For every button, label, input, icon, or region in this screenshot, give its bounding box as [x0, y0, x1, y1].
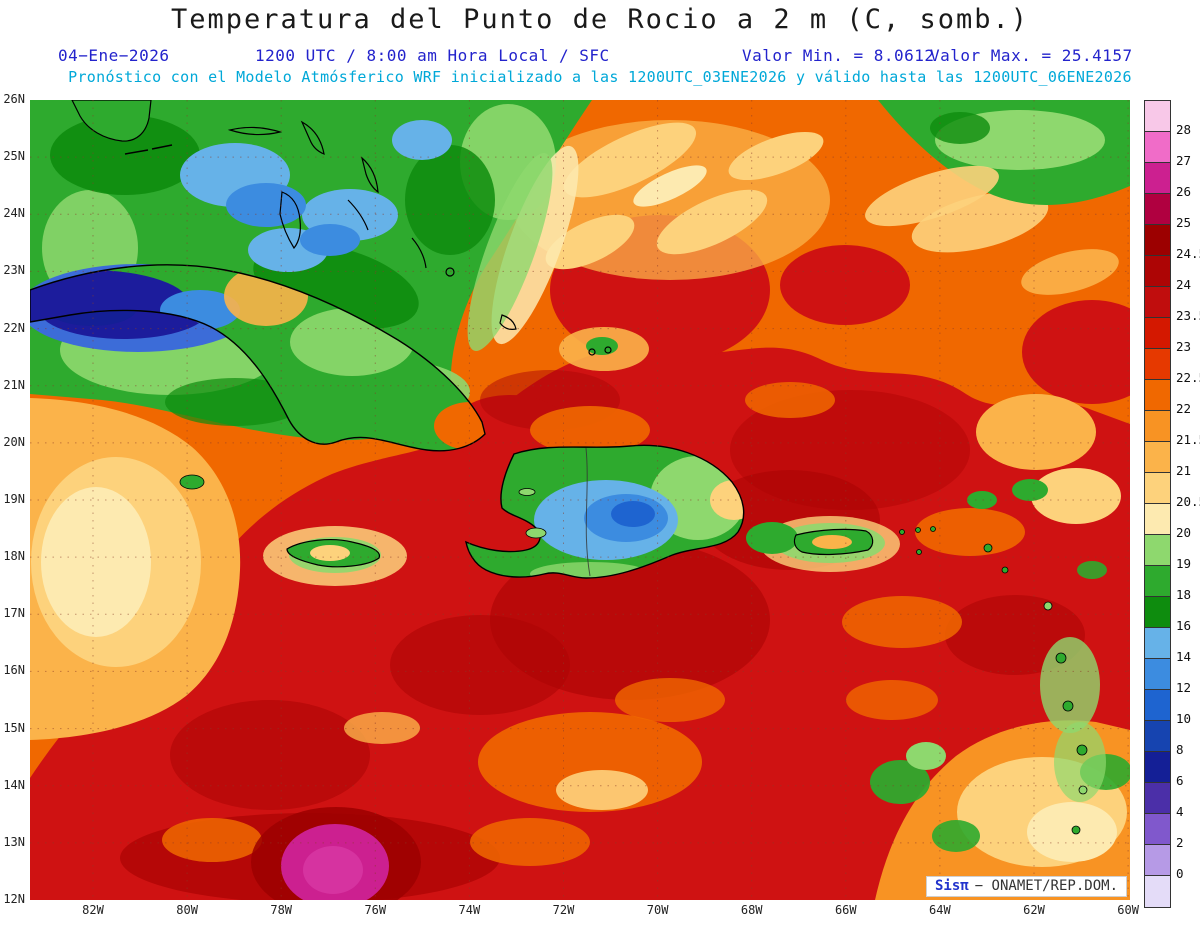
colorbar-cell [1145, 349, 1170, 380]
colorbar-cell [1145, 411, 1170, 442]
colorbar-cell [1145, 597, 1170, 628]
colorbar-tick-label: 8 [1176, 742, 1184, 757]
colorbar-cell [1145, 163, 1170, 194]
colorbar-cell [1145, 876, 1170, 907]
sispi-logo: Sisπ [934, 878, 969, 894]
colorbar-cell [1145, 380, 1170, 411]
colorbar-cell [1145, 132, 1170, 163]
watermark: Sisπ − ONAMET/REP.DOM. [925, 876, 1127, 897]
lon-tick-label: 68W [740, 903, 763, 917]
colorbar-cell [1145, 814, 1170, 845]
lon-tick-label: 82W [82, 903, 104, 917]
colorbar-cell [1145, 752, 1170, 783]
colorbar-cell [1145, 566, 1170, 597]
colorbar-tick-label: 16 [1176, 618, 1192, 633]
lat-tick-label: 12N [3, 892, 25, 906]
colorbar-tick-label: 6 [1176, 773, 1184, 788]
colorbar-cell [1145, 256, 1170, 287]
longitude-axis: 82W 80W 78W 76W 74W 72W 70W 68W 66W 64W 62W 60W [30, 903, 1139, 923]
min-value: Valor Min. = 8.0612 [742, 46, 935, 65]
colorbar-tick-label: 25 [1176, 215, 1192, 230]
colorbar-tick-label: 22.5 [1176, 370, 1200, 385]
lat-tick-label: 13N [3, 834, 25, 849]
valid-time: 1200 UTC / 8:00 am Hora Local / SFC [255, 46, 610, 65]
lon-tick-label: 70W [646, 903, 669, 917]
colorbar-cell [1145, 194, 1170, 225]
colorbar-tick-label: 24.5 [1176, 246, 1200, 261]
colorbar-cell [1145, 504, 1170, 535]
watermark-text: − ONAMET/REP.DOM. [974, 878, 1118, 894]
max-value: Valor Max. = 25.4157 [930, 46, 1133, 65]
lat-tick-label: 25N [3, 149, 25, 164]
colorbar-tick-label: 14 [1176, 649, 1192, 664]
colorbar-cell [1145, 721, 1170, 752]
lat-tick-label: 19N [3, 492, 25, 506]
colorbar-cell [1145, 287, 1170, 318]
colorbar-cell [1145, 225, 1170, 256]
colorbar-tick-label: 19 [1176, 556, 1192, 571]
colorbar-cell [1145, 535, 1170, 566]
colorbar-cell [1145, 845, 1170, 876]
lon-tick-label: 80W [176, 903, 198, 917]
lat-tick-label: 22N [3, 320, 25, 335]
page-title: Temperatura del Punto de Rocio a 2 m (C,… [170, 4, 1029, 35]
colorbar-tick-label: 20 [1176, 525, 1192, 540]
colorbar-cell [1145, 783, 1170, 814]
colorbar-tick-label: 21 [1176, 463, 1192, 478]
colorbar-tick-label: 10 [1176, 711, 1192, 726]
colorbar-tick-label: 26 [1176, 184, 1192, 199]
colorbar-cell [1145, 473, 1170, 504]
lon-tick-label: 66W [834, 903, 857, 917]
colorbar-cell [1145, 628, 1170, 659]
colorbar-tick-label: 20.5 [1176, 494, 1200, 509]
colorbar-tick-label: 2 [1176, 835, 1184, 850]
lon-tick-label: 64W [929, 903, 951, 917]
forecast-map [30, 100, 1130, 900]
lat-tick-label: 23N [3, 263, 25, 278]
colorbar-cells [1144, 100, 1171, 908]
lon-tick-label: 62W [1023, 903, 1045, 917]
lat-tick-label: 21N [3, 377, 25, 392]
colorbar-tick-label: 21.5 [1176, 432, 1200, 447]
lat-tick-label: 24N [3, 206, 25, 221]
lon-tick-label: 78W [270, 903, 293, 917]
colorbar-tick-label: 4 [1176, 804, 1184, 819]
lat-tick-label: 16N [3, 663, 25, 678]
lon-tick-label: 74W [458, 903, 481, 917]
model-info: Pronóstico con el Modelo Atmósferico WRF… [68, 68, 1132, 86]
lon-tick-label: 72W [552, 903, 575, 917]
lat-tick-label: 17N [3, 606, 25, 621]
lat-tick-label: 20N [3, 434, 25, 449]
lat-tick-label: 15N [3, 720, 25, 735]
map-canvas: Sisπ − ONAMET/REP.DOM. [30, 100, 1130, 900]
colorbar-cell [1145, 659, 1170, 690]
lon-tick-label: 76W [364, 903, 387, 917]
latitude-axis: 26N 25N 24N 23N 22N 21N 20N 19N 18N 17N 16N 15N 14N 1… [0, 92, 27, 906]
lat-tick-label: 26N [3, 92, 25, 106]
colorbar-tick-label: 18 [1176, 587, 1192, 602]
lon-tick-label: 60W [1117, 903, 1139, 917]
colorbar-cell [1145, 690, 1170, 721]
colorbar-tick-label: 0 [1176, 866, 1184, 881]
lat-tick-label: 18N [3, 549, 25, 564]
colorbar-tick-label: 23.5 [1176, 308, 1200, 323]
colorbar-labels: 2827262524.52423.52322.52221.52120.52019… [1176, 100, 1200, 906]
colorbar-tick-label: 24 [1176, 277, 1192, 292]
colorbar-tick-label: 23 [1176, 339, 1192, 354]
colorbar-tick-label: 28 [1176, 122, 1192, 137]
lat-tick-label: 14N [3, 777, 25, 792]
colorbar-tick-label: 12 [1176, 680, 1192, 695]
colorbar-cell [1145, 318, 1170, 349]
run-date: 04−Ene−2026 [58, 46, 170, 65]
colorbar-tick-label: 27 [1176, 153, 1192, 168]
colorbar-tick-label: 22 [1176, 401, 1192, 416]
colorbar-cell [1145, 101, 1170, 132]
colorbar-cell [1145, 442, 1170, 473]
